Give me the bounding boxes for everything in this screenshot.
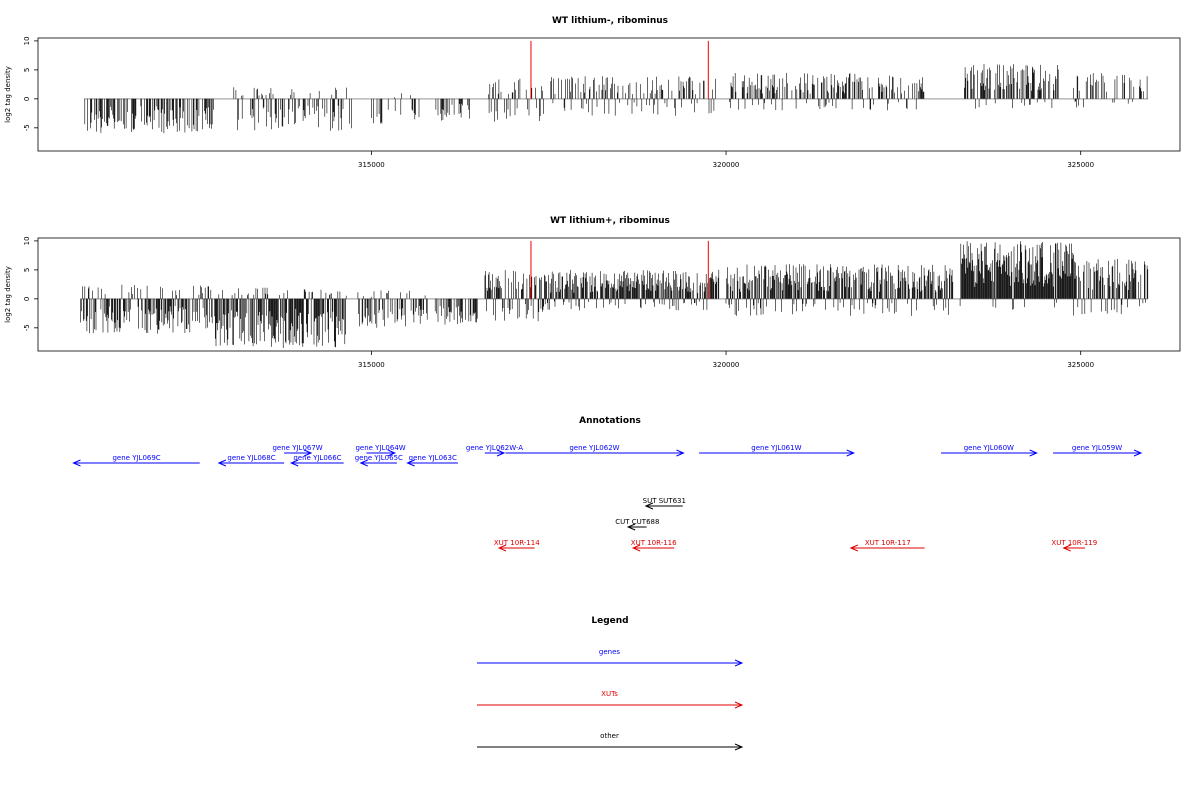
- feature-label: gene YJL067W: [272, 444, 322, 452]
- feature-arrow: [284, 449, 313, 457]
- legend-arrow: [477, 743, 744, 751]
- track-title: WT lithium-, ribominus: [552, 16, 668, 26]
- feature-label: gene YJL066C: [293, 454, 341, 462]
- signal-bars: [84, 64, 1149, 134]
- feature-label: XUT 10R-117: [865, 539, 911, 547]
- legend-label: genes: [599, 648, 620, 656]
- feature-arrow: [631, 544, 675, 552]
- feature-arrow: [644, 502, 683, 510]
- legend-label: XUTs: [601, 690, 618, 698]
- annotations-track: Annotations gene YJL069C gene YJL068Cgene…: [72, 416, 1143, 552]
- y-tick-label: 10: [23, 36, 31, 45]
- x-tick-label: 325000: [1067, 361, 1094, 369]
- feature-arrow: [406, 459, 458, 467]
- legend: Legend genes XUTs other: [477, 616, 744, 751]
- highlight-lines: [530, 240, 709, 299]
- feature-arrow: [217, 459, 285, 467]
- feature-arrow: [366, 449, 397, 457]
- feature-arrow: [1053, 449, 1143, 457]
- feature-label: gene YJL059W: [1072, 444, 1122, 452]
- feature-label: gene YJL065C: [355, 454, 403, 462]
- y-tick-label: 5: [23, 268, 31, 272]
- plot-frame: [37, 237, 1181, 352]
- x-tick-label: 320000: [713, 361, 740, 369]
- signal-bar-path: [80, 241, 1149, 348]
- feature-label: gene YJL069C: [112, 454, 160, 462]
- x-tick-label: 320000: [713, 161, 740, 169]
- y-tick-label: -5: [23, 124, 31, 131]
- y-tick-label: 10: [23, 236, 31, 245]
- feature-label: XUT 10R-119: [1051, 539, 1097, 547]
- feature-arrow: [497, 544, 535, 552]
- x-tick-label: 315000: [358, 361, 385, 369]
- y-axis-label: log2 tag density: [4, 66, 12, 123]
- feature-arrow: [940, 449, 1038, 457]
- legend-label: other: [600, 732, 619, 740]
- feature-arrow: [289, 459, 344, 467]
- y-tick-label: -5: [23, 324, 31, 331]
- feature-arrow: [699, 449, 855, 457]
- x-tick-label: 315000: [358, 161, 385, 169]
- signal-bar-path: [84, 64, 1148, 134]
- x-axis: 315000 320000 325000: [358, 151, 1094, 169]
- x-axis: 315000 320000 325000: [358, 351, 1094, 369]
- legend-arrow: [477, 659, 744, 667]
- feature-label: XUT 10R-116: [631, 539, 677, 547]
- feature-label: gene YJL062W: [569, 444, 619, 452]
- feature-arrow: [484, 449, 506, 457]
- y-axis-label: log2 tag density: [4, 266, 12, 323]
- y-tick-label: 0: [23, 97, 31, 101]
- feature-arrow: [849, 544, 925, 552]
- highlight-lines: [530, 40, 709, 99]
- feature-arrow: [1062, 544, 1085, 552]
- plot-frame: [37, 37, 1181, 152]
- y-tick-label: 0: [23, 297, 31, 301]
- annotation-features: gene YJL069C gene YJL068C gene YJL067W gene…: [72, 444, 1143, 552]
- feature-arrow: [359, 459, 397, 467]
- y-axis: -5 0 5 10: [23, 236, 38, 331]
- feature-arrow: [72, 459, 200, 467]
- feature-label: gene YJL063C: [409, 454, 457, 462]
- legend-title: Legend: [591, 616, 628, 626]
- feature-label: gene YJL062W-A: [466, 444, 523, 452]
- legend-arrow: [477, 701, 744, 709]
- x-tick-label: 325000: [1067, 161, 1094, 169]
- feature-arrow: [505, 449, 685, 457]
- feature-label: gene YJL060W: [964, 444, 1014, 452]
- track-panel-lithium-minus: WT lithium-, ribominus log2 tag density …: [4, 16, 1181, 169]
- annotations-title: Annotations: [579, 416, 641, 426]
- feature-label: XUT 10R-114: [494, 539, 540, 547]
- y-axis: -5 0 5 10: [23, 36, 38, 131]
- feature-label: gene YJL061W: [751, 444, 801, 452]
- track-title: WT lithium+, ribominus: [550, 216, 670, 226]
- feature-label: SUT SUT631: [643, 497, 686, 505]
- legend-items: genes XUTs other: [477, 648, 744, 751]
- y-tick-label: 5: [23, 68, 31, 72]
- feature-arrow: [626, 523, 647, 531]
- feature-label: CUT CUT688: [615, 518, 659, 526]
- track-panel-lithium-plus: WT lithium+, ribominus log2 tag density …: [4, 216, 1181, 369]
- feature-label: gene YJL068C: [227, 454, 275, 462]
- signal-bars: [80, 241, 1149, 348]
- feature-label: gene YJL064W: [355, 444, 405, 452]
